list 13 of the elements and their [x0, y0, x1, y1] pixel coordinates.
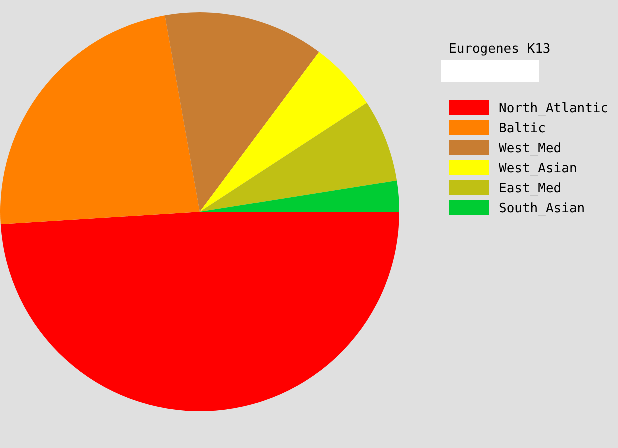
pie-slice — [200, 102, 398, 212]
pie-slice — [165, 12, 320, 212]
pie-slice — [0, 212, 400, 412]
legend-label: North_Atlantic — [499, 102, 609, 116]
legend-title: Eurogenes K13 — [449, 42, 551, 57]
pie-slice — [200, 52, 368, 212]
legend-label: East_Med — [499, 182, 562, 196]
pie-slice — [200, 180, 400, 212]
legend-label: South_Asian — [499, 202, 586, 216]
legend-label: West_Med — [499, 142, 562, 156]
legend-label: Baltic — [499, 122, 546, 136]
pie-slice — [0, 16, 200, 225]
legend-label: West_Asian — [499, 162, 578, 176]
